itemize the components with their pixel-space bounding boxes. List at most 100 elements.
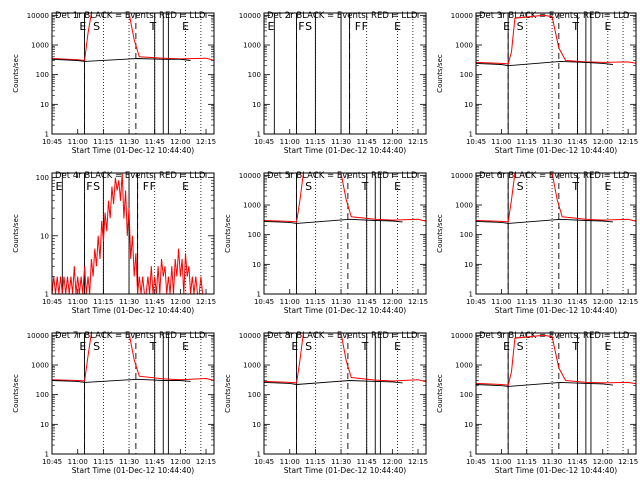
flag-label: E bbox=[503, 20, 510, 33]
flag-label: E bbox=[604, 20, 611, 33]
panel-title: Det 5r BLACK = Events, RED = LLD bbox=[267, 171, 418, 181]
events-series-line bbox=[264, 380, 403, 385]
x-axis-label: Start Time (01-Dec-12 10:44:40) bbox=[495, 146, 617, 155]
x-tick-label: 11:45 bbox=[567, 298, 587, 306]
x-tick-label: 11:15 bbox=[305, 298, 325, 306]
x-tick-label: 11:00 bbox=[491, 458, 511, 466]
events-series-line bbox=[52, 58, 191, 62]
x-tick-label: 12:15 bbox=[618, 138, 638, 146]
flag-label: F bbox=[362, 20, 368, 33]
x-tick-label: 11:45 bbox=[357, 298, 377, 306]
y-tick-label: 100 bbox=[460, 231, 473, 239]
plot-frame bbox=[263, 172, 427, 295]
flag-label: T bbox=[361, 340, 369, 353]
x-tick-label: 12:00 bbox=[382, 298, 402, 306]
x-tick-label: 11:00 bbox=[280, 138, 300, 146]
plot-frame bbox=[475, 12, 637, 135]
panel-title: Det 2r BLACK = Events, RED = LLD bbox=[267, 11, 418, 21]
x-tick-label: 11:15 bbox=[517, 138, 537, 146]
x-tick-label: 12:00 bbox=[170, 458, 190, 466]
y-axis-label: Counts/sec bbox=[12, 54, 20, 93]
x-axis-label: Start Time (01-Dec-12 10:44:40) bbox=[72, 466, 194, 475]
panel-title: Det 9r BLACK = Events, RED = LLD bbox=[479, 331, 630, 341]
x-tick-label: 11:30 bbox=[542, 298, 562, 306]
y-tick-label: 1000 bbox=[243, 202, 261, 210]
flag-label: E bbox=[55, 180, 62, 193]
y-tick-label: 10 bbox=[252, 101, 261, 109]
lld-series-line bbox=[476, 173, 636, 223]
y-tick-label: 1 bbox=[469, 291, 473, 299]
x-tick-label: 12:15 bbox=[196, 458, 216, 466]
x-tick-label: 11:00 bbox=[491, 298, 511, 306]
y-tick-label: 1 bbox=[257, 451, 261, 459]
x-tick-label: 12:15 bbox=[196, 138, 216, 146]
y-tick-label: 10000 bbox=[451, 332, 473, 340]
flag-label: E bbox=[182, 340, 189, 353]
y-tick-label: 1000 bbox=[243, 362, 261, 370]
flag-label: E bbox=[267, 20, 274, 33]
x-tick-label: 10:45 bbox=[42, 298, 62, 306]
flag-label: F bbox=[298, 20, 304, 33]
y-tick-label: 10000 bbox=[451, 172, 473, 180]
events-series-line bbox=[476, 381, 613, 387]
plot-frame bbox=[263, 332, 427, 455]
lld-series-line bbox=[264, 173, 426, 223]
x-tick-label: 11:45 bbox=[145, 298, 165, 306]
x-tick-label: 11:30 bbox=[542, 138, 562, 146]
x-tick-label: 12:15 bbox=[618, 298, 638, 306]
x-tick-label: 10:45 bbox=[42, 458, 62, 466]
y-tick-label: 1 bbox=[469, 451, 473, 459]
x-axis-label: Start Time (01-Dec-12 10:44:40) bbox=[495, 306, 617, 315]
x-tick-label: 11:45 bbox=[567, 138, 587, 146]
x-tick-label: 11:30 bbox=[119, 458, 139, 466]
x-tick-label: 11:45 bbox=[145, 138, 165, 146]
panel-title: Det 8r BLACK = Events, RED = LLD bbox=[267, 331, 418, 341]
flag-label: E bbox=[604, 340, 611, 353]
panel-det-2: Det 2r BLACK = Events, RED = LLD Start Ti… bbox=[239, 11, 428, 155]
x-tick-label: 11:00 bbox=[491, 138, 511, 146]
flag-label: S bbox=[517, 180, 524, 193]
x-tick-label: 11:00 bbox=[280, 458, 300, 466]
x-tick-label: 12:00 bbox=[593, 298, 613, 306]
x-axis-label: Start Time (01-Dec-12 10:44:40) bbox=[284, 306, 406, 315]
y-axis-label: Counts/sec bbox=[436, 374, 444, 413]
y-tick-label: 100 bbox=[36, 174, 49, 182]
x-tick-label: 11:00 bbox=[68, 298, 88, 306]
x-axis-label: Start Time (01-Dec-12 10:44:40) bbox=[72, 306, 194, 315]
flag-label: S bbox=[305, 340, 312, 353]
flag-label: T bbox=[149, 340, 157, 353]
flag-label: S bbox=[93, 180, 100, 193]
flag-label: E bbox=[503, 340, 510, 353]
y-tick-label: 10 bbox=[464, 421, 473, 429]
lld-series-line bbox=[52, 173, 206, 294]
x-tick-label: 12:15 bbox=[408, 138, 428, 146]
x-tick-label: 11:30 bbox=[119, 138, 139, 146]
panel-title: Det 3r BLACK = Events, RED = LLD bbox=[479, 11, 630, 21]
x-tick-label: 12:15 bbox=[408, 458, 428, 466]
x-axis-label: Start Time (01-Dec-12 10:44:40) bbox=[284, 146, 406, 155]
events-series-line bbox=[476, 60, 613, 67]
x-tick-label: 11:15 bbox=[517, 458, 537, 466]
flag-label: T bbox=[571, 20, 579, 33]
flag-label: E bbox=[182, 20, 189, 33]
flag-label: E bbox=[182, 180, 189, 193]
y-tick-label: 1 bbox=[45, 451, 49, 459]
x-tick-label: 12:00 bbox=[593, 458, 613, 466]
y-tick-label: 1 bbox=[469, 131, 473, 139]
panel-det-7: Det 7r BLACK = Events, RED = LLD Counts/s… bbox=[12, 331, 216, 475]
flag-label: S bbox=[517, 340, 524, 353]
flag-label: E bbox=[394, 180, 401, 193]
y-tick-label: 100 bbox=[36, 391, 49, 399]
y-tick-label: 1 bbox=[45, 291, 49, 299]
y-tick-label: 10000 bbox=[451, 12, 473, 20]
x-tick-label: 11:30 bbox=[119, 298, 139, 306]
x-tick-label: 11:45 bbox=[357, 138, 377, 146]
flag-label: E bbox=[79, 340, 86, 353]
x-tick-label: 11:45 bbox=[145, 458, 165, 466]
lld-series-line bbox=[476, 334, 636, 386]
y-axis-label: Counts/sec bbox=[224, 214, 232, 253]
y-tick-label: 100 bbox=[248, 231, 261, 239]
x-tick-label: 11:15 bbox=[517, 298, 537, 306]
x-tick-label: 12:00 bbox=[382, 138, 402, 146]
